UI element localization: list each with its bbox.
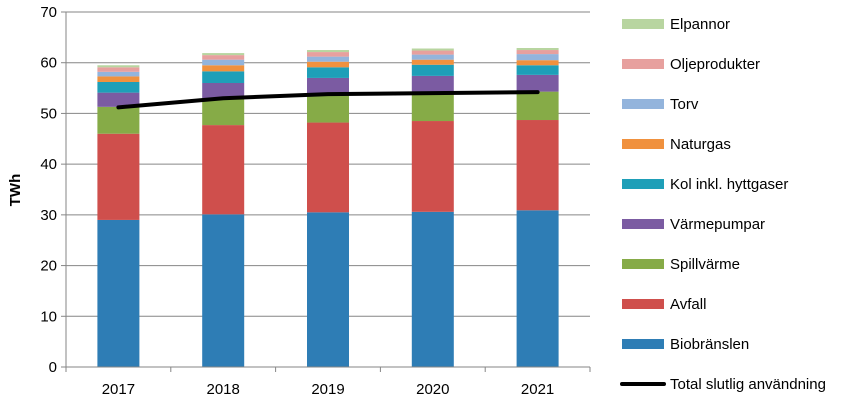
legend-swatch bbox=[622, 219, 664, 229]
bar-segment: Elpannor 2019: 0.4 bbox=[307, 50, 349, 53]
legend-swatch bbox=[622, 19, 664, 29]
bar-segment: Kol inkl. hyttgaser 2018: 2.3 bbox=[202, 71, 245, 83]
bar-segment: Värmepumpar 2018: 3.1 bbox=[202, 83, 245, 99]
bar-segment: Avfall 2019: 17.7 bbox=[307, 122, 349, 213]
bar-segment: Naturgas 2020: 1 bbox=[411, 59, 454, 65]
bar-segment: Biobränslen 2019: 30.5 bbox=[307, 212, 349, 367]
y-tick-label: 50 bbox=[40, 105, 57, 122]
bar-segment: Torv 2018: 1.1 bbox=[202, 59, 245, 66]
bar-segment: Värmepumpar 2021: 3.3 bbox=[516, 74, 559, 92]
bar-segment: Värmepumpar 2019: 3.4 bbox=[307, 77, 349, 96]
bar-segment: Oljeprodukter 2017: 0.9 bbox=[97, 67, 140, 72]
bar-segment: Oljeprodukter 2020: 0.8 bbox=[411, 50, 454, 55]
legend-label: Total slutlig användning bbox=[670, 376, 826, 393]
bar-segment: Värmepumpar 2020: 3.6 bbox=[411, 75, 454, 95]
bar-segment: Naturgas 2018: 1.2 bbox=[202, 65, 245, 72]
bar-segment: Spillvärme 2018: 5.2 bbox=[202, 98, 245, 126]
x-tick-label: 2018 bbox=[207, 381, 240, 398]
bar-segment: Oljeprodukter 2021: 0.8 bbox=[516, 50, 559, 55]
stacked-bars: Biobränslen 2017: 29Avfall 2017: 17Spill… bbox=[97, 48, 559, 367]
legend-swatch bbox=[622, 299, 664, 309]
bar-segment: Elpannor 2020: 0.4 bbox=[411, 48, 454, 51]
legend-label: Elpannor bbox=[670, 16, 730, 33]
y-tick-label: 60 bbox=[40, 55, 57, 72]
bar-segment: Kol inkl. hyttgaser 2020: 2.2 bbox=[411, 64, 454, 76]
bar-segment: Avfall 2021: 17.8 bbox=[516, 120, 559, 211]
bar-segment: Kol inkl. hyttgaser 2021: 1.9 bbox=[516, 65, 559, 75]
y-tick-label: 0 bbox=[49, 359, 57, 376]
bar-segment: Avfall 2018: 17.6 bbox=[202, 125, 245, 215]
bar-segment: Biobränslen 2018: 30.1 bbox=[202, 214, 245, 367]
legend-swatch bbox=[622, 59, 664, 69]
legend: Elpannor Oljeprodukter Torv Naturgas Kol ink… bbox=[620, 16, 826, 393]
bar-segment: Torv 2017: 0.9 bbox=[97, 71, 140, 77]
axes: 0 10 20 30 40 50 60 70 2017 2018 2019 2020 2021 bbox=[40, 4, 591, 398]
bar-segment: Elpannor 2017: 0.4 bbox=[97, 65, 140, 68]
legend-swatch bbox=[622, 139, 664, 149]
legend-swatch bbox=[622, 259, 664, 269]
total-line-layer bbox=[116, 90, 540, 110]
bar-segment: Elpannor 2021: 0.4 bbox=[516, 48, 559, 51]
legend-label: Biobränslen bbox=[670, 336, 749, 353]
bar-segment: Naturgas 2021: 1 bbox=[516, 60, 559, 66]
y-tick-label: 30 bbox=[40, 207, 57, 224]
legend-swatch bbox=[622, 99, 664, 109]
bar-segment: Oljeprodukter 2018: 0.9 bbox=[202, 55, 245, 60]
bar-segment: Torv 2020: 1 bbox=[411, 54, 454, 60]
legend-label: Naturgas bbox=[670, 136, 731, 153]
x-tick-label: 2019 bbox=[311, 381, 344, 398]
bar-segment: Naturgas 2017: 1.1 bbox=[97, 76, 140, 82]
legend-label: Avfall bbox=[670, 296, 706, 313]
bar-segment: Spillvärme 2020: 5.3 bbox=[411, 94, 454, 122]
bar-segment: Spillvärme 2019: 5.4 bbox=[307, 95, 349, 123]
bar-segment: Torv 2021: 1.2 bbox=[516, 54, 559, 61]
legend-label: Kol inkl. hyttgaser bbox=[670, 176, 788, 193]
bar-segment: Oljeprodukter 2019: 0.9 bbox=[307, 52, 349, 57]
legend-swatch bbox=[622, 179, 664, 189]
y-tick-label: 10 bbox=[40, 308, 57, 325]
bar-segment: Biobränslen 2017: 29 bbox=[97, 219, 140, 367]
bar-segment: Avfall 2020: 17.9 bbox=[411, 121, 454, 212]
x-tick-label: 2020 bbox=[416, 381, 449, 398]
bar-segment: Kol inkl. hyttgaser 2017: 2.1 bbox=[97, 81, 140, 93]
legend-label: Värmepumpar bbox=[670, 216, 765, 233]
y-tick-label: 40 bbox=[40, 156, 57, 173]
legend-swatch bbox=[622, 339, 664, 349]
x-tick-label: 2021 bbox=[521, 381, 554, 398]
x-tick-label: 2017 bbox=[102, 381, 135, 398]
bar-segment: Biobränslen 2021: 30.9 bbox=[516, 210, 559, 367]
legend-label: Oljeprodukter bbox=[670, 56, 760, 73]
bar-segment: Elpannor 2018: 0.4 bbox=[202, 53, 245, 56]
bar-segment: Torv 2019: 1 bbox=[307, 56, 349, 62]
y-axis-label: TWh bbox=[7, 174, 24, 206]
bar-segment: Naturgas 2019: 1.1 bbox=[307, 61, 349, 68]
y-tick-label: 20 bbox=[40, 258, 57, 275]
bar-segment: Biobränslen 2020: 30.6 bbox=[411, 211, 454, 367]
bar-segment: Avfall 2017: 17 bbox=[97, 133, 140, 220]
bar-segment: Kol inkl. hyttgaser 2019: 2.1 bbox=[307, 67, 349, 78]
bar-segment: Spillvärme 2017: 5.3 bbox=[97, 106, 140, 134]
y-tick-label: 70 bbox=[40, 4, 57, 21]
bar-segment: Spillvärme 2021: 5.6 bbox=[516, 91, 559, 121]
bar-segment: Värmepumpar 2017: 2.8 bbox=[97, 92, 140, 107]
legend-label: Torv bbox=[670, 96, 699, 113]
legend-label: Spillvärme bbox=[670, 256, 740, 273]
